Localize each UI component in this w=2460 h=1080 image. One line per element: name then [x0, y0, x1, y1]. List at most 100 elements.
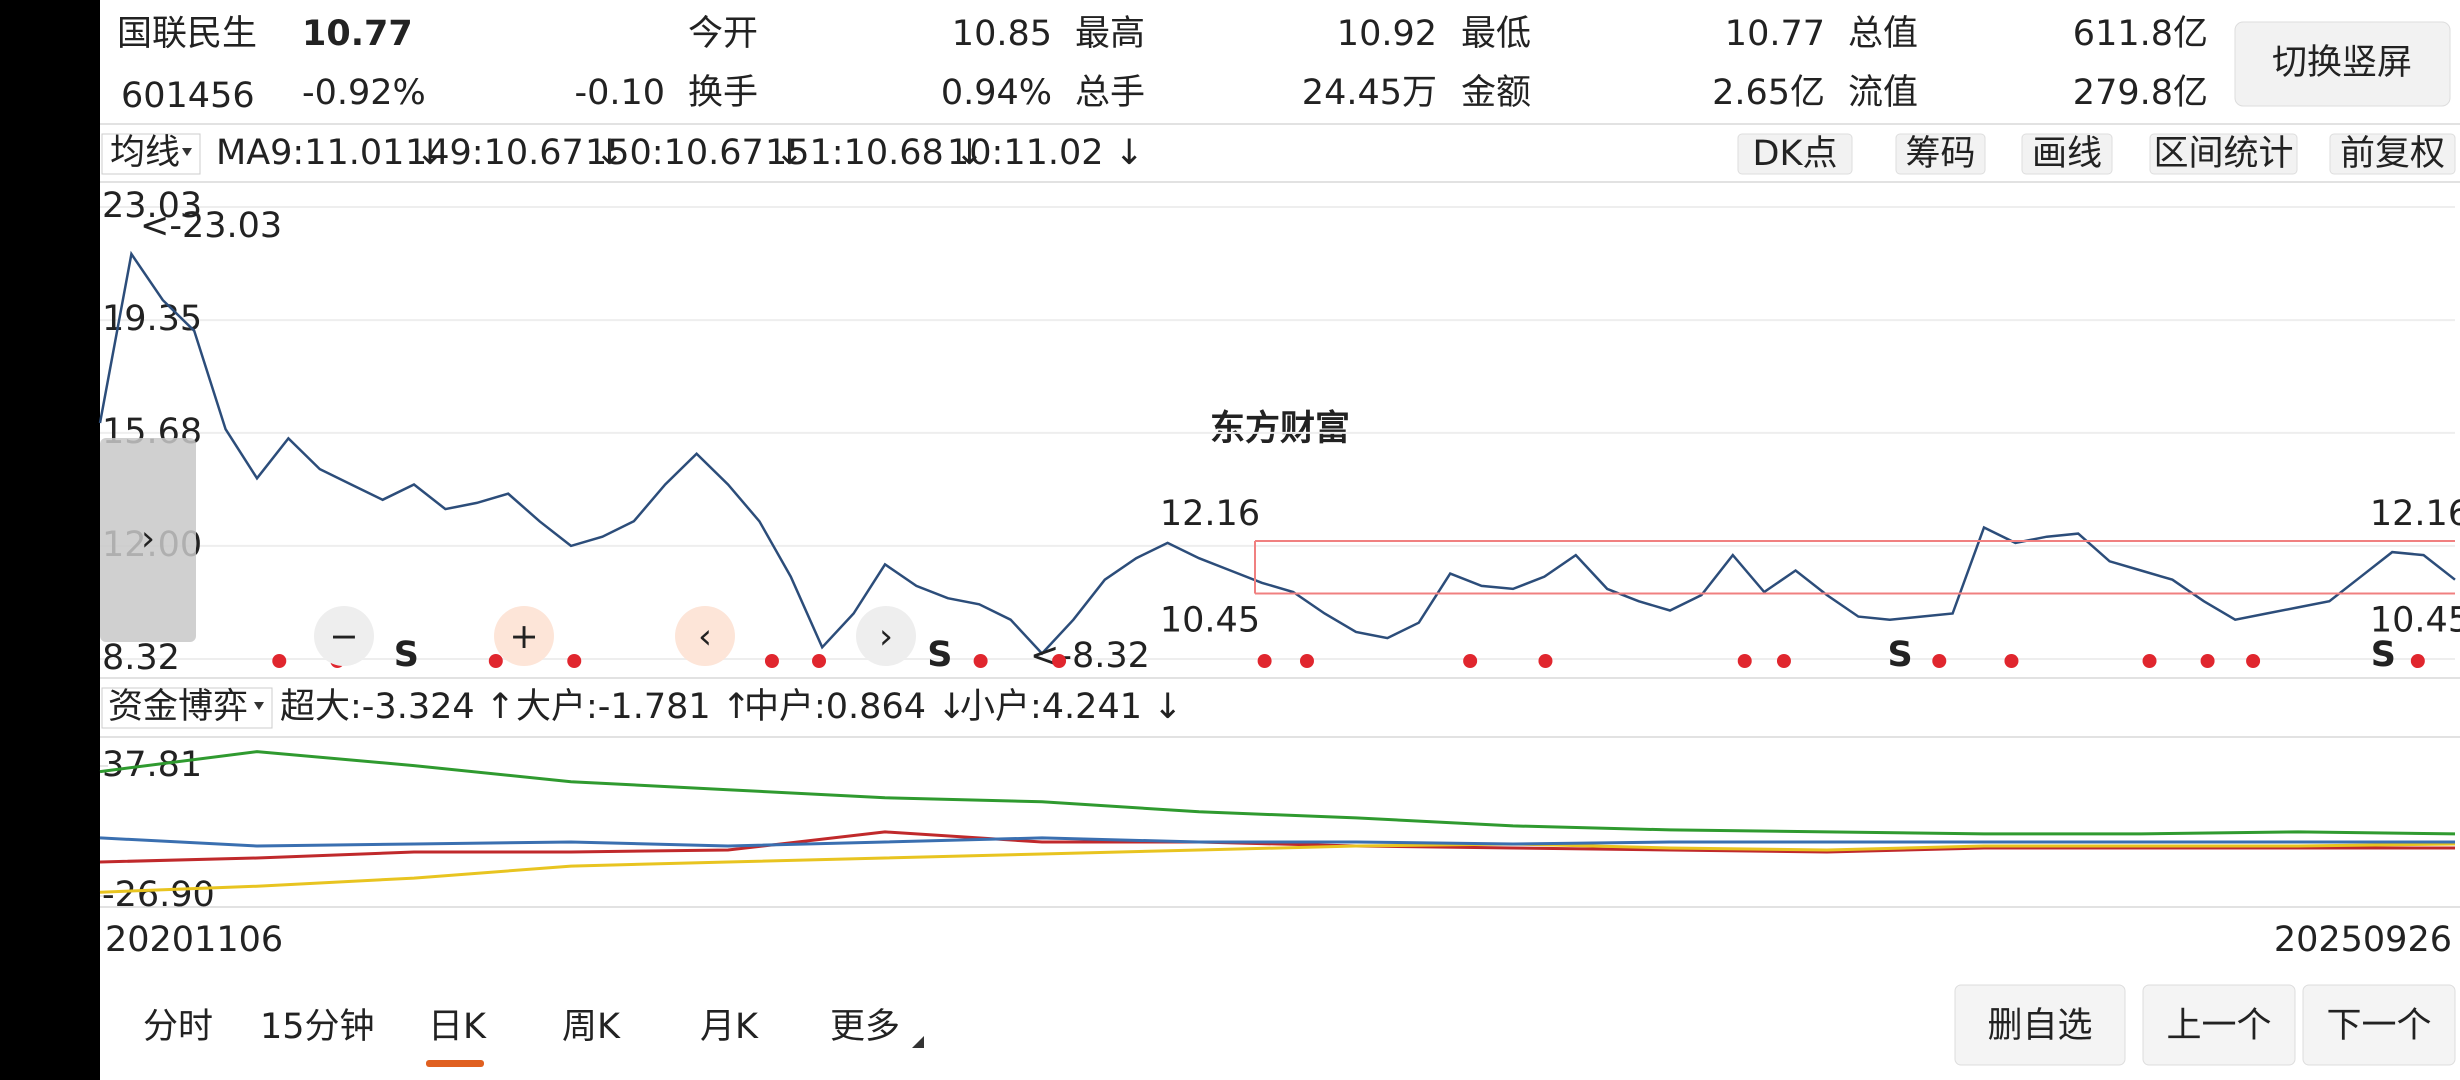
period-tab[interactable]: 15分钟	[260, 1007, 375, 1047]
period-tab[interactable]: 日K	[428, 1007, 487, 1047]
start-date: 20201106	[105, 920, 283, 960]
action-button-label: 上一个	[2166, 1006, 2271, 1046]
stat-label: 今开	[688, 14, 758, 54]
signal-dot	[2004, 654, 2019, 668]
stat-label: 金额	[1461, 73, 1531, 113]
fund-selector[interactable]	[101, 687, 273, 729]
action-button-label: 下一个	[2326, 1006, 2431, 1046]
period-tab[interactable]: 分时	[143, 1007, 213, 1047]
signal-dot	[2142, 654, 2157, 668]
max-annotation: <-23.03	[140, 206, 282, 246]
tool-button-label: DK点	[1753, 134, 1838, 174]
change-pct: -0.92%	[302, 73, 426, 113]
range-label: 12.16	[1160, 494, 1260, 534]
ma-selector[interactable]	[101, 133, 201, 175]
period-tab[interactable]: 更多	[830, 1007, 900, 1047]
signal-dot	[2200, 654, 2215, 668]
signal-label: S	[394, 635, 419, 675]
dropdown-icon	[182, 148, 192, 156]
fund-selector-label: 资金博弈	[108, 687, 248, 727]
fund-line	[99, 842, 2456, 894]
signal-dot	[973, 654, 988, 668]
pan-handle[interactable]	[100, 438, 196, 642]
signal-dot	[272, 654, 287, 668]
stat-value: 611.8亿	[2073, 14, 2208, 54]
price: 10.77	[302, 14, 413, 54]
action-button[interactable]	[2142, 984, 2296, 1066]
signal-dot	[488, 654, 503, 668]
range-label: 10.45	[2370, 601, 2460, 641]
stat-label: 最高	[1075, 14, 1145, 54]
switch-button[interactable]	[2234, 21, 2451, 107]
signal-dot	[1776, 654, 1791, 668]
tool-button[interactable]	[1895, 133, 1986, 175]
min-annotation: <-8.32	[1030, 636, 1150, 676]
stat-value: 10.85	[952, 14, 1052, 54]
tool-button-label: 区间统计	[2153, 134, 2293, 174]
stock-code: 601456	[121, 76, 255, 116]
signal-dot	[567, 654, 582, 668]
zoom-icon: ›	[879, 617, 893, 657]
pan-icon: ›	[141, 519, 155, 559]
stat-label: 流值	[1848, 73, 1918, 113]
stat-value: 24.45万	[1302, 73, 1437, 113]
legend-entry: 小户:4.241 ↓	[960, 687, 1182, 727]
zoom-button[interactable]	[494, 606, 554, 666]
tool-button-label: 前复权	[2340, 134, 2445, 174]
signal-label: S	[1887, 635, 1912, 675]
range-label: 12.16	[2370, 494, 2460, 534]
dropdown-icon	[254, 702, 264, 710]
fund-line	[99, 750, 2456, 836]
legend-entry: 超大:-3.324 ↑	[280, 687, 515, 727]
zoom-button[interactable]	[675, 606, 735, 666]
switch-button-label: 切换竖屏	[2272, 43, 2412, 83]
stat-label: 最低	[1461, 14, 1531, 54]
legend-entry: 大户:-1.781 ↑	[516, 687, 751, 727]
signal-label: S	[2371, 635, 2396, 675]
end-date: 20250926	[2274, 920, 2452, 960]
zoom-icon: +	[509, 617, 538, 657]
period-tab[interactable]: 周K	[562, 1007, 621, 1047]
signal-dot	[1737, 654, 1752, 668]
stat-value: 2.65亿	[1712, 73, 1825, 113]
period-tab[interactable]: 月K	[700, 1007, 759, 1047]
fund-line	[99, 830, 2455, 864]
ma-indicator: 10:11.02 ↓	[947, 133, 1144, 173]
action-button[interactable]	[1954, 984, 2126, 1066]
stat-value: 10.92	[1337, 14, 1437, 54]
tool-button[interactable]	[2329, 133, 2456, 175]
y-tick-label: 8.32	[102, 638, 180, 678]
fund-line	[99, 836, 2455, 848]
change: -0.10	[574, 73, 665, 113]
tool-button[interactable]	[1737, 133, 1853, 175]
zoom-button[interactable]	[314, 606, 374, 666]
zoom-icon: ‹	[698, 617, 712, 657]
tool-button[interactable]	[2149, 133, 2298, 175]
signal-dot	[2246, 654, 2261, 668]
stat-label: 总手	[1075, 73, 1145, 113]
signal-dot	[764, 654, 779, 668]
signal-dot	[1052, 654, 1067, 668]
signal-dot	[812, 654, 827, 668]
signal-label: S	[927, 635, 952, 675]
signal-dot	[2410, 654, 2425, 668]
stat-label: 总值	[1848, 14, 1918, 54]
ma-selector-label: 均线	[110, 133, 180, 173]
stat-value: 279.8亿	[2073, 73, 2208, 113]
tool-button[interactable]	[2021, 133, 2113, 175]
tab-underline	[426, 1060, 484, 1067]
y-tick-label: 23.03	[102, 186, 202, 226]
more-icon	[912, 1036, 924, 1048]
tool-button-label: 画线	[2032, 134, 2102, 174]
ma-indicator: 150:10.67 ↓	[585, 133, 804, 173]
price-line	[98, 250, 2456, 656]
signal-dot	[1299, 654, 1314, 668]
action-button[interactable]	[2302, 984, 2456, 1066]
zoom-button[interactable]	[856, 606, 916, 666]
range-label: 10.45	[1160, 601, 1260, 641]
zoom-icon: −	[329, 617, 358, 657]
signal-dot	[1538, 654, 1553, 668]
left-bar	[0, 0, 100, 1080]
legend-entry: 中户:0.864 ↓	[744, 687, 966, 727]
